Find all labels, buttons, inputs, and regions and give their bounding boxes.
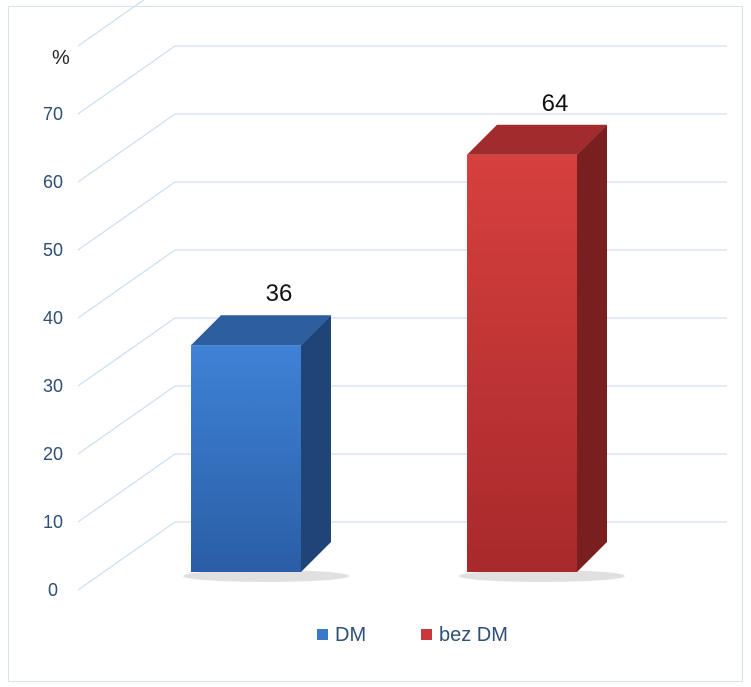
y-tick-label: 20	[43, 444, 63, 464]
chart-frame	[8, 6, 743, 682]
gridline-diagonal	[77, 385, 176, 455]
gridline-diagonal	[77, 181, 176, 251]
legend-label: DM	[335, 624, 366, 646]
y-tick-label: 0	[48, 580, 58, 600]
bar-top	[467, 124, 607, 155]
grid	[77, 0, 727, 591]
y-tick-label: 30	[43, 376, 63, 396]
gridline-diagonal	[77, 317, 176, 387]
y-axis: 0 10 20 30 40 50 60 70	[43, 104, 63, 600]
gridline-diagonal	[77, 45, 176, 115]
bar-top	[191, 315, 331, 346]
y-tick-label: 60	[43, 172, 63, 192]
data-label: 36	[266, 280, 293, 307]
bar-side	[577, 124, 607, 573]
gridline-diagonal	[77, 453, 176, 523]
gridline-diagonal	[77, 113, 176, 183]
legend-swatch	[317, 629, 328, 640]
bar-shadow	[459, 570, 625, 582]
legend-label: bez DM	[439, 624, 508, 646]
bar-side	[301, 315, 331, 572]
bar-bez-dm	[467, 154, 577, 573]
legend: DM bez DM	[317, 624, 508, 646]
gridline-diagonal	[77, 0, 145, 47]
legend-swatch	[421, 629, 432, 640]
y-axis-label: %	[52, 47, 70, 69]
gridline-diagonal	[77, 521, 176, 591]
y-tick-label: 40	[43, 308, 63, 328]
bars: 36 64	[183, 90, 625, 582]
y-tick-label: 70	[43, 104, 63, 124]
bar-shadow	[183, 570, 349, 582]
y-tick-label: 10	[43, 512, 63, 532]
y-tick-label: 50	[43, 240, 63, 260]
gridline-diagonal	[77, 249, 176, 319]
data-label: 64	[542, 90, 569, 117]
bar-dm	[191, 345, 301, 572]
